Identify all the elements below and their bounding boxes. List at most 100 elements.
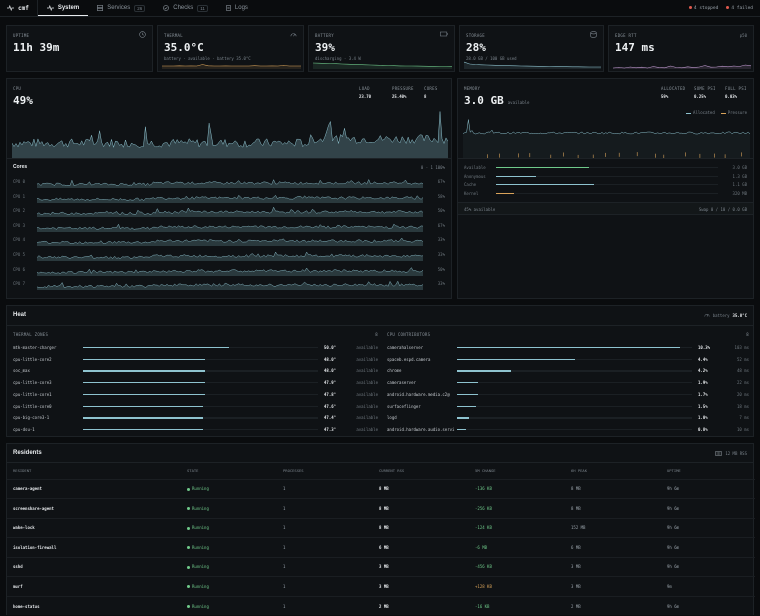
tab-label: System (57, 4, 80, 11)
column-header[interactable]: CURRENT RSS (379, 467, 405, 473)
pressure-tick (577, 154, 579, 159)
state-label: Running (192, 486, 209, 492)
process-time: 22 ms (736, 380, 749, 386)
table-row[interactable]: screenshare-agent Running 1 8 MB -256 KB 8 MB… (7, 498, 755, 518)
core-sparkline (37, 280, 423, 291)
tab-logs[interactable]: Logs (217, 0, 257, 16)
process-pct: 1.5% (698, 403, 708, 409)
resident-uptime: 9h 6m (667, 478, 755, 499)
sparkline-line (313, 62, 452, 67)
state-label: Running (192, 525, 209, 531)
memory-row: Available 3.0 GB (458, 164, 753, 172)
tab-services[interactable]: Services 26 (88, 0, 154, 16)
table-row[interactable]: camera-agent Running 1 8 MB -136 KB 8 MB 9h 6m (7, 478, 755, 499)
core-line (37, 251, 423, 259)
table-row[interactable]: sshd Running 1 3 MB -456 KB 3 MB 9h 6m (7, 556, 755, 577)
core-line (37, 178, 423, 186)
heat-bar-track (457, 370, 692, 372)
clock-icon (139, 31, 146, 38)
zone-name: soc_max (13, 368, 30, 374)
tab-checks[interactable]: Checks 11 (154, 0, 217, 16)
core-pct: 33% (437, 237, 445, 243)
tab-system[interactable]: System (37, 0, 89, 16)
zone-name: cpu-dsu-1 (13, 426, 35, 432)
heat-bar-track (457, 358, 692, 361)
resident-uptime: 9m (667, 576, 755, 596)
sparkline-area (464, 62, 601, 69)
resident-change: -456 KB (475, 556, 571, 577)
zone-state: available (356, 345, 378, 350)
core-row: CPU 4 33% (7, 233, 451, 247)
core-area (37, 179, 423, 188)
memory-bar-fill (496, 175, 536, 177)
process-pct: 0.8% (698, 426, 708, 432)
memory-value: 3.0 GB (464, 94, 504, 107)
pressure-tick (592, 154, 594, 159)
column-header[interactable]: 5M CHANGE (475, 467, 496, 473)
resident-uptime: 9h 6m (667, 498, 755, 518)
stopped-status[interactable]: 4 stopped (688, 5, 718, 11)
resident-procs: 1 (283, 556, 379, 577)
red-dot-icon (726, 5, 730, 9)
process-pct: 1.0% (698, 415, 708, 421)
column-header[interactable]: UPTIME (667, 467, 681, 473)
heat-bar-fill (83, 428, 203, 431)
zone-state: available (356, 356, 378, 362)
brand[interactable]: cmf (0, 0, 38, 16)
resident-state: Running (187, 478, 283, 499)
core-name: CPU 3 (13, 222, 26, 228)
gauge-icon (704, 313, 710, 317)
memory-row: Cache 1.1 GB (458, 181, 753, 189)
core-pct: 50% (437, 208, 445, 214)
resident-peak: 2 MB (571, 595, 667, 616)
thermal-card: THERMAL 35.0°C battery · available · bat… (157, 25, 304, 72)
core-row: CPU 2 50% (7, 204, 451, 218)
resident-state: Running (187, 498, 283, 518)
resident-peak: 3 MB (571, 576, 667, 596)
zone-name: cpu-big-core3-1 (13, 415, 50, 421)
core-pct: 67% (437, 222, 445, 228)
pressure-tick (655, 153, 656, 158)
zone-state: available (356, 380, 378, 386)
core-line (37, 223, 423, 230)
core-area (37, 194, 423, 203)
state-label: Running (192, 603, 209, 609)
process-time: 10 ms (736, 426, 749, 432)
heat-bar-fill (457, 405, 476, 407)
table-row[interactable]: home-status Running 1 2 MB -16 KB 2 MB 9h 6m (7, 595, 755, 616)
resident-name: camera-agent (7, 478, 187, 499)
core-name: CPU 2 (13, 208, 26, 214)
column-header[interactable]: 6H PEAK (571, 467, 588, 473)
contributor-row: chrome 4.2% 48 ms (387, 365, 749, 376)
heat-bar-fill (457, 393, 479, 396)
chart-line (12, 111, 448, 149)
table-row[interactable]: isolation-firewall Running 1 6 MB -6 MB 6 MB 9… (7, 537, 755, 557)
battery-icon (440, 31, 448, 37)
cpu-panel: CPU 49% LOAD 23.70 PRESSURE 25.40% CORES… (6, 78, 452, 299)
zone-state: available (356, 403, 378, 409)
failed-status[interactable]: 4 failed (726, 5, 753, 11)
pressure-tick (499, 153, 500, 158)
cpu-value: 49% (13, 94, 33, 107)
column-header[interactable]: RESIDENT (13, 467, 32, 473)
core-sparkline (37, 206, 423, 218)
zone-state: available (356, 368, 378, 374)
memory-row-value: 1.1 GB (732, 182, 747, 187)
table-row[interactable]: wake-lock Running 1 8 MB -124 KB 152 MB 9h 6m (7, 517, 755, 538)
state-label: Running (192, 505, 209, 511)
core-line (37, 266, 423, 274)
divider (7, 158, 451, 159)
column-header[interactable]: PROCESSES (283, 467, 304, 473)
core-pct: 50% (437, 266, 445, 272)
battery-card: BATTERY 39% discharging · 3.4 W (308, 25, 455, 72)
red-dot-icon (688, 5, 692, 9)
thermal-sparkline (162, 64, 301, 69)
pressure-stat: PRESSURE 25.40% (392, 86, 414, 99)
zone-name: cpu-little-core1 (13, 391, 52, 397)
table-row[interactable]: murf Running 1 3 MB +128 KB 3 MB 9m (7, 576, 755, 596)
resident-state: Running (187, 537, 283, 557)
core-line (37, 206, 423, 216)
card-label: EDGE RTT (615, 33, 637, 38)
core-area (37, 223, 423, 232)
column-header[interactable]: STATE (187, 467, 199, 473)
